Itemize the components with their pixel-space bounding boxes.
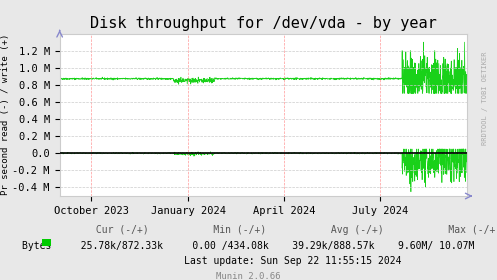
Y-axis label: Pr second read (-) / write (+): Pr second read (-) / write (+)	[0, 34, 9, 195]
Text: Munin 2.0.66: Munin 2.0.66	[216, 272, 281, 280]
Text: Last update: Sun Sep 22 11:55:15 2024: Last update: Sun Sep 22 11:55:15 2024	[96, 256, 401, 266]
Text: RRDTOOL / TOBI OETIKER: RRDTOOL / TOBI OETIKER	[482, 51, 488, 145]
Text: Bytes     25.78k/872.33k     0.00 /434.08k    39.29k/888.57k    9.60M/ 10.07M: Bytes 25.78k/872.33k 0.00 /434.08k 39.29…	[22, 241, 475, 251]
Title: Disk throughput for /dev/vda - by year: Disk throughput for /dev/vda - by year	[90, 16, 437, 31]
Text: Cur (-/+)           Min (-/+)           Avg (-/+)           Max (-/+): Cur (-/+) Min (-/+) Avg (-/+) Max (-/+)	[0, 225, 497, 235]
